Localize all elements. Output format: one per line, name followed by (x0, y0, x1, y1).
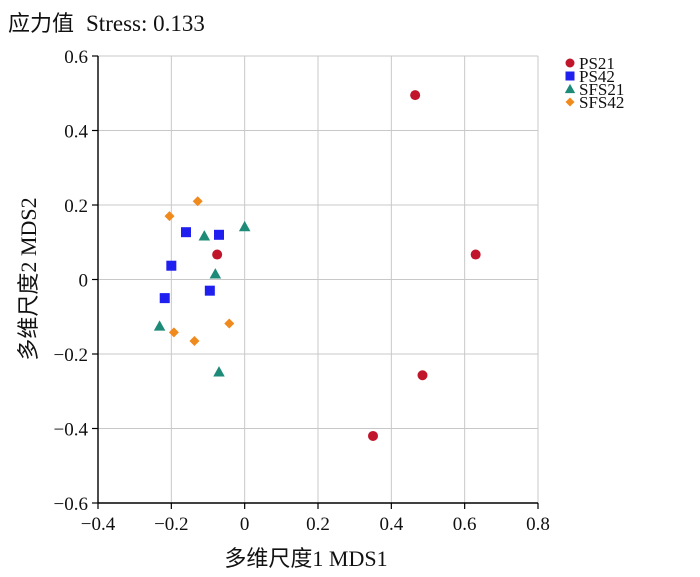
point-ps42 (166, 260, 177, 271)
x-tick-label: −0.2 (154, 514, 188, 535)
point-sfs42 (189, 335, 200, 346)
stress-value: Stress: 0.133 (86, 11, 205, 36)
point-ps21 (212, 249, 223, 260)
point-sfs21 (238, 220, 251, 232)
y-tick-label: 0.2 (64, 196, 88, 217)
x-axis-ticks: −0.4 −0.2 0 0.2 0.4 0.6 0.8 (81, 503, 550, 535)
y-tick-label: −0.6 (54, 494, 88, 515)
y-tick-label: 0.4 (64, 122, 88, 143)
point-ps42 (159, 293, 170, 304)
x-axis-label: 多维尺度1 MDS1 (224, 546, 387, 571)
legend-marker-ps21 (565, 58, 575, 68)
legend-label-sfs42: SFS42 (579, 93, 624, 112)
legend-marker-sfs42 (565, 97, 575, 107)
point-ps21 (417, 370, 428, 381)
stress-header: 应力值 Stress: 0.133 (8, 6, 205, 38)
legend-label-sfs21: SFS21 (579, 80, 624, 99)
point-ps42 (181, 227, 191, 238)
grid-lines (98, 55, 539, 503)
point-ps21 (410, 90, 421, 101)
stress-label: 应力值 (8, 12, 75, 37)
x-tick-label: −0.4 (81, 514, 116, 535)
y-tick-label: 0.6 (64, 47, 88, 68)
legend-marker-sfs21 (564, 83, 576, 94)
x-tick-label: 0.6 (453, 514, 477, 535)
point-sfs42 (164, 211, 175, 222)
point-sfs42 (192, 196, 203, 207)
x-tick-label: 0.4 (379, 514, 403, 535)
legend-label-ps42: PS42 (579, 67, 615, 86)
y-tick-label: −0.4 (54, 420, 89, 441)
legend-marker-ps42 (565, 71, 575, 81)
data-points (153, 90, 481, 441)
x-tick-label: 0.2 (306, 514, 330, 535)
point-sfs21 (209, 268, 222, 279)
y-tick-label: 0 (79, 271, 89, 292)
point-ps21 (470, 249, 481, 260)
point-sfs42 (224, 318, 235, 329)
y-tick-label: −0.2 (54, 345, 88, 366)
point-ps21 (368, 430, 378, 441)
point-sfs21 (198, 230, 211, 241)
point-sfs21 (213, 366, 225, 377)
x-tick-label: 0 (240, 514, 250, 535)
legend-label-ps21: PS21 (579, 54, 615, 73)
point-ps42 (204, 285, 215, 296)
point-sfs21 (153, 320, 166, 331)
point-sfs42 (168, 327, 179, 338)
y-axis-ticks: −0.6 −0.4 −0.2 0 0.2 0.4 0.6 (54, 47, 98, 515)
point-ps42 (214, 229, 224, 240)
x-tick-label: 0.8 (526, 514, 550, 535)
y-axis-label: 多维尺度2 MDS2 (16, 197, 41, 360)
